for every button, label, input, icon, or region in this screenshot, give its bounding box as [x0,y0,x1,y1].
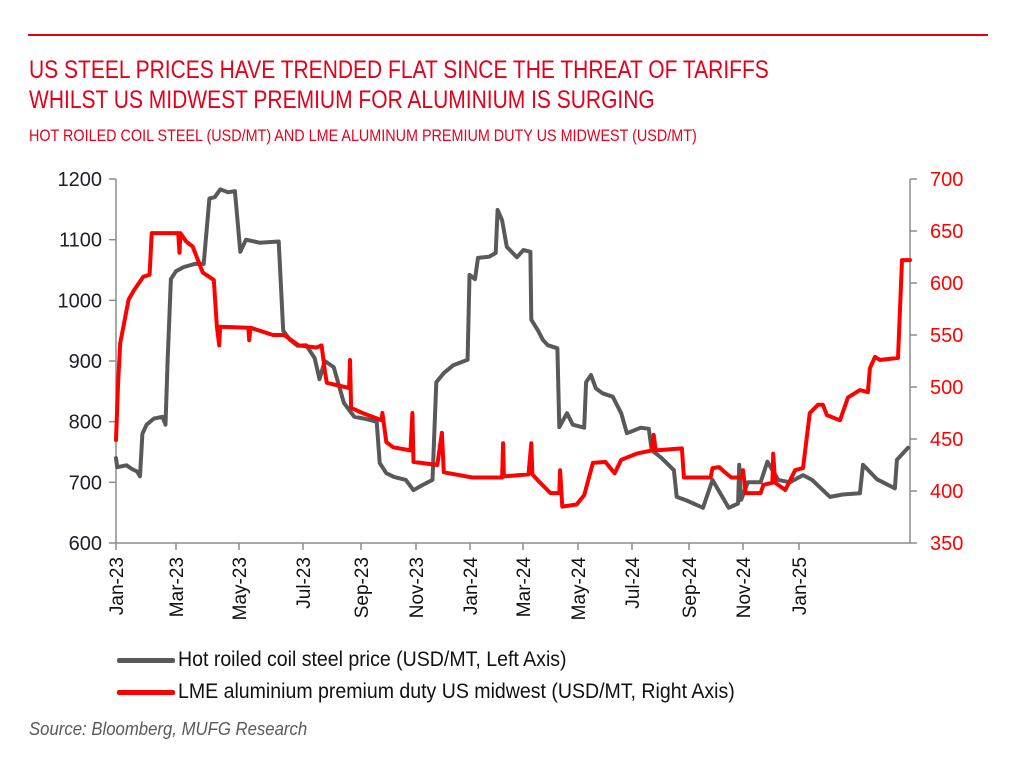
legend-swatch-aluminium [117,690,175,695]
series-layer [114,187,912,510]
chart-title-line-2: WHILST US MIDWEST PREMIUM FOR ALUMINIUM … [29,86,655,114]
right-tick-label: 650 [930,221,963,243]
legend-label-steel: Hot roiled coil steel price (USD/MT, Lef… [178,648,567,671]
series-line-steel [114,187,910,510]
left-tick-label: 700 [69,472,102,494]
x-tick-label: May-24 [569,557,590,621]
x-tick-label: Jul-24 [623,557,644,609]
x-tick-label: Jan-23 [107,557,128,615]
left-tick-label: 1200 [58,169,103,191]
right-tick-label: 450 [930,429,963,451]
legend-label-aluminium: LME aluminium premium duty US midwest (U… [178,680,735,703]
right-tick-label: 550 [930,325,963,347]
left-tick-label: 1000 [58,290,103,312]
left-tick-label: 600 [69,533,102,555]
x-axis-ticks: Jan-23 Mar-23 May-23 Jul-23 Sep-23 Nov-23 Jan-… [107,543,811,620]
x-tick-label: Nov-23 [407,557,428,618]
left-tick-label: 900 [69,351,102,373]
left-tick-label: 800 [69,412,102,434]
x-tick-label: Jan-24 [461,557,482,616]
x-tick-label: Sep-23 [352,557,373,618]
left-tick-label: 1100 [59,230,102,252]
legend-swatch-steel [117,658,175,663]
right-tick-label: 700 [930,169,963,191]
top-rule-divider [28,34,988,36]
x-tick-label: Jul-23 [294,557,315,609]
right-tick-label: 600 [930,273,963,295]
left-axis-ticks: 600 700 800 900 1000 1100 1200 [58,169,116,555]
x-tick-label: Mar-23 [167,557,188,617]
right-axis-ticks: 350 400 450 500 550 600 650 700 [910,169,963,555]
x-tick-label: May-23 [230,557,251,620]
chart-title-line-1: US STEEL PRICES HAVE TRENDED FLAT SINCE … [29,56,769,84]
chart-subtitle: HOT ROILED COIL STEEL (USD/MT) AND LME A… [29,126,697,145]
x-tick-label: Mar-24 [514,557,535,618]
axes [115,179,911,544]
x-tick-label: Nov-24 [734,557,755,619]
series-line-aluminium [114,231,912,509]
x-tick-label: Sep-24 [680,557,701,619]
x-tick-label: Jan-25 [790,557,811,615]
right-tick-label: 400 [930,481,963,503]
right-tick-label: 500 [930,377,963,399]
source-note: Source: Bloomberg, MUFG Research [29,719,308,739]
right-tick-label: 350 [930,533,963,555]
